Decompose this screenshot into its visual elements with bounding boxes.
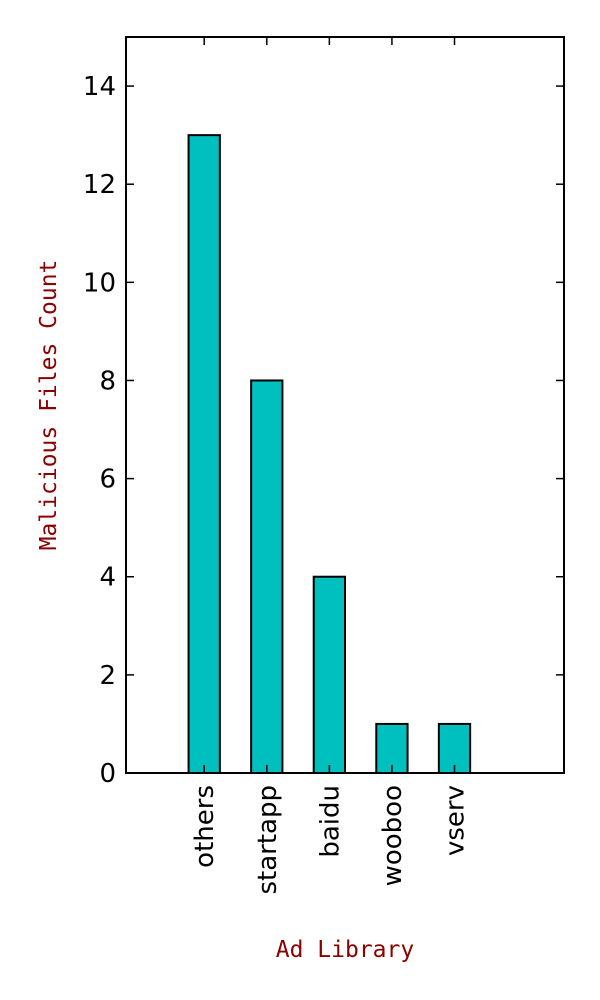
x-tick-label: others	[190, 785, 220, 868]
x-tick-label: baidu	[315, 785, 345, 858]
y-tick-label: 6	[99, 465, 116, 495]
y-axis-label: Malicious Files Count	[36, 260, 62, 551]
y-tick-label: 4	[99, 563, 116, 593]
plot-frame	[125, 36, 565, 774]
bar	[312, 575, 347, 774]
bar	[250, 379, 284, 774]
bar	[187, 134, 221, 774]
x-tick-label: vserv	[441, 785, 471, 856]
y-tick-label: 10	[83, 268, 116, 298]
x-axis-label: Ad Library	[276, 937, 414, 963]
x-tick-label: startapp	[253, 785, 283, 895]
y-tick-label: 14	[83, 72, 116, 102]
x-tick-label: wooboo	[378, 785, 408, 886]
y-tick-label: 2	[99, 661, 116, 691]
y-tick-label: 0	[99, 759, 116, 789]
y-tick-label: 8	[99, 366, 116, 396]
y-tick-label: 12	[83, 170, 116, 200]
